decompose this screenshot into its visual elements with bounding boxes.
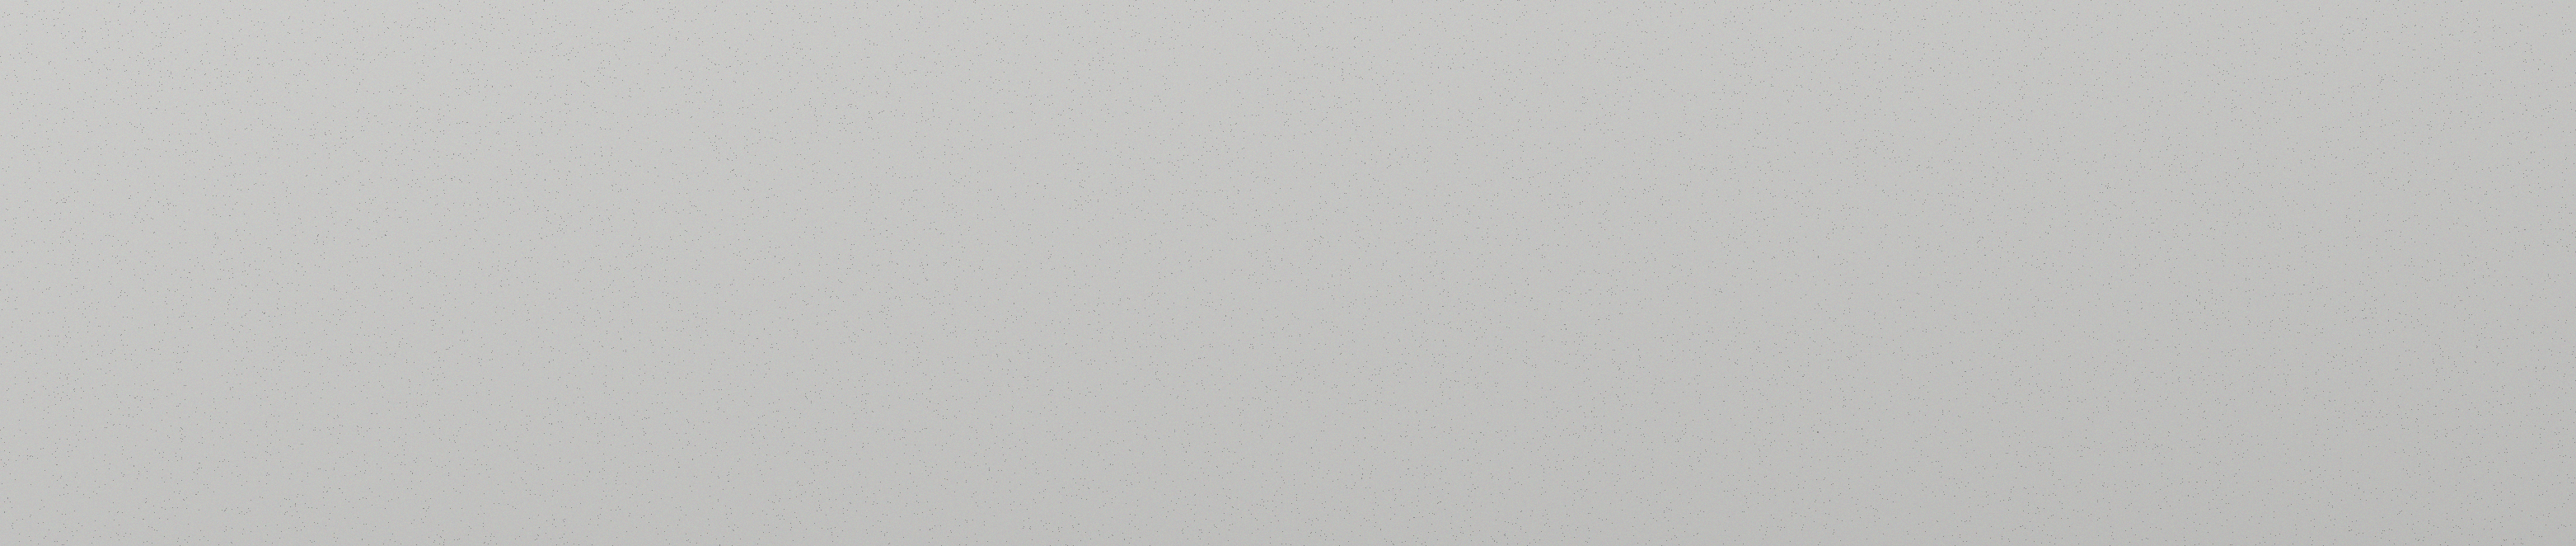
Text: A population has a mean of 128 and a standard deviation of 22.: A population has a mean of 128 and a sta…: [477, 164, 1754, 546]
Text: Find the probability that the mean of a sample of size 36 will be within 10 unit: Find the probability that the mean of a …: [541, 397, 2012, 546]
Text: Find the mean and standard deviation of ͟x̅ for samples of size 36.: Find the mean and standard deviation of …: [546, 288, 1741, 546]
Text: a.: a.: [497, 276, 538, 319]
Text: the population mean, that is, between 118 and 138.: the population mean, that is, between 11…: [626, 498, 1556, 546]
Text: 1.: 1.: [353, 181, 402, 231]
Text: b.: b.: [487, 385, 531, 429]
